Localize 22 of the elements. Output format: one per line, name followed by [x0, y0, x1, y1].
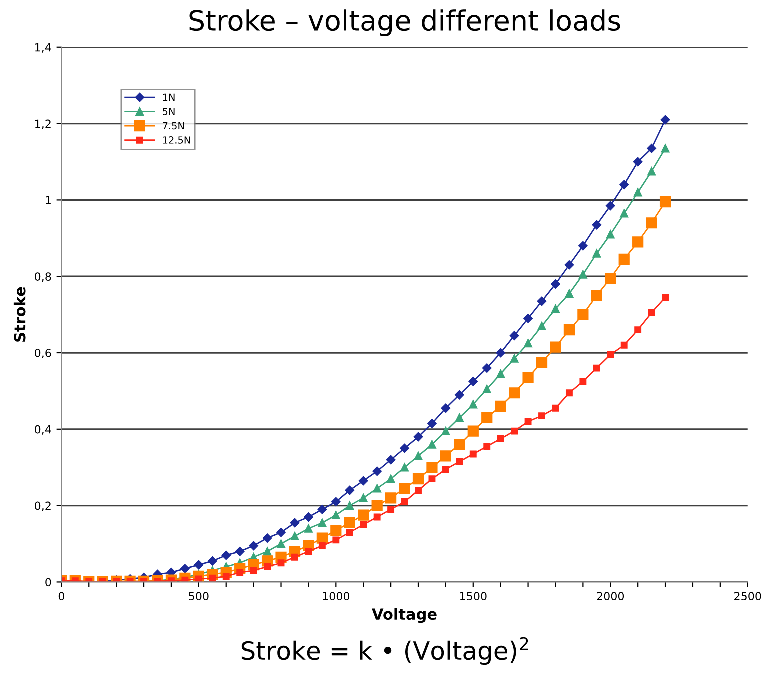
y-tick-label: 1 [46, 196, 51, 204]
y-tick-label: 0,6 [35, 348, 52, 359]
x-tick-label: 1000 [323, 592, 350, 601]
y-tick-label: 0,4 [35, 425, 52, 435]
y-tick-label: 1,2 [36, 120, 51, 130]
x-axis-title: Voltage [372, 608, 437, 624]
x-tick-label: 0 [58, 592, 64, 601]
y-axis-title: Stroke [14, 287, 26, 342]
text: Stroke = k • (Voltage)$^{2}$ [242, 637, 528, 666]
chart-title: Stroke – voltage different loads [190, 10, 620, 36]
y-tick-label: 0 [46, 578, 52, 587]
x-tick-label: 2500 [734, 592, 762, 601]
y-tick-label: 0,2 [35, 502, 51, 512]
x-tick-label: 1500 [460, 592, 487, 601]
legend-label: 12.5N [163, 136, 190, 144]
y-tick-label: 0,8 [35, 272, 52, 282]
legend-label: 5N [163, 108, 175, 116]
y-tick-label: 1,4 [36, 44, 52, 53]
legend-label: 1N [163, 94, 175, 101]
x-tick-label: 500 [189, 592, 209, 601]
x-tick-label: 2000 [597, 592, 624, 601]
legend-label: 7.5N [163, 122, 184, 130]
